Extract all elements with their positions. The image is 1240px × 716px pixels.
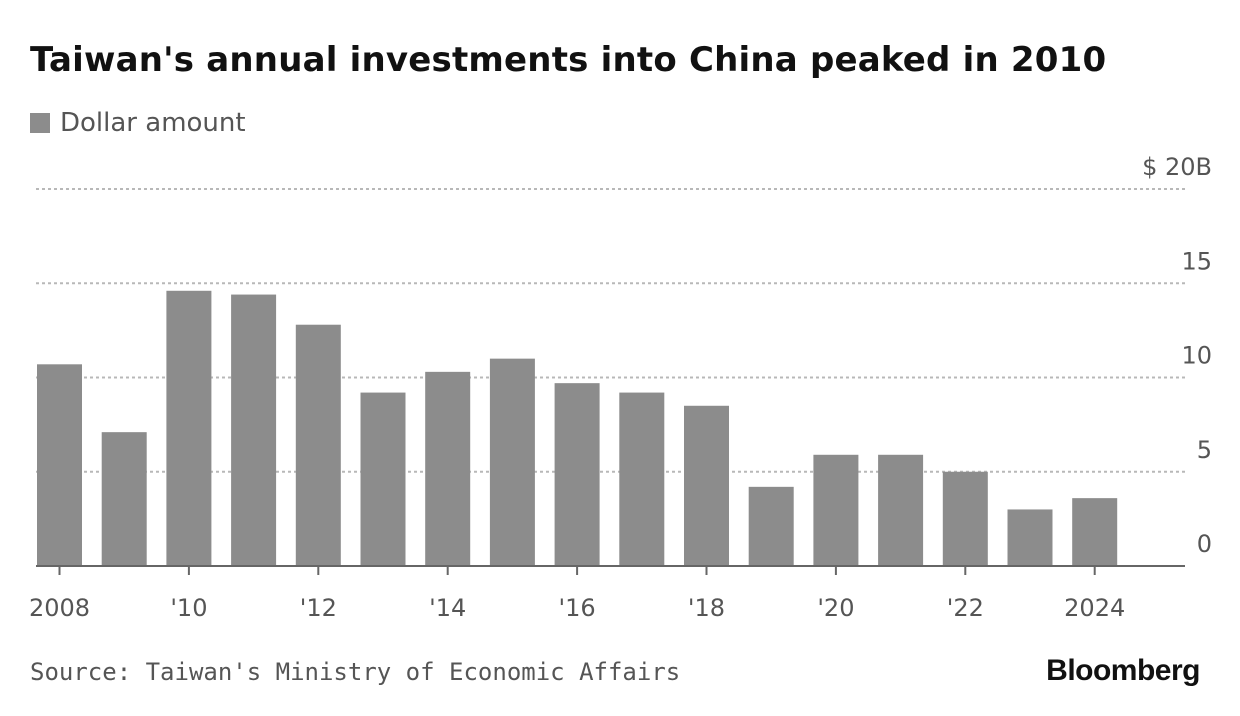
- x-tick-label: '18: [688, 594, 725, 622]
- bar: [1007, 509, 1053, 566]
- bar: [489, 358, 535, 566]
- brand-logo: Bloomberg: [1046, 654, 1200, 687]
- bar: [101, 432, 147, 566]
- bar: [684, 405, 729, 566]
- y-tick-label: 0: [1197, 530, 1212, 558]
- bar: [813, 454, 859, 566]
- legend-swatch: [30, 113, 50, 133]
- y-tick-label: 10: [1181, 342, 1212, 370]
- bar: [231, 294, 277, 566]
- x-tick-label: '20: [817, 594, 854, 622]
- bar: [619, 392, 665, 566]
- y-tick-label: 15: [1181, 247, 1212, 275]
- bar: [748, 486, 794, 566]
- x-tick-label: '16: [559, 594, 596, 622]
- bar: [166, 290, 212, 566]
- bar: [554, 383, 600, 566]
- chart-title: Taiwan's annual investments into China p…: [30, 40, 1107, 80]
- x-tick-label: 2024: [1064, 594, 1125, 622]
- bar: [425, 371, 471, 566]
- x-tick-label: '14: [429, 594, 466, 622]
- bar: [878, 454, 924, 566]
- bar: [295, 324, 341, 566]
- source-note: Source: Taiwan's Ministry of Economic Af…: [30, 658, 681, 686]
- bar: [37, 364, 82, 566]
- x-tick-label: 2008: [29, 594, 90, 622]
- bar: [360, 392, 406, 566]
- x-tick-label: '22: [947, 594, 984, 622]
- legend-label: Dollar amount: [60, 108, 246, 138]
- bar: [942, 471, 988, 566]
- x-tick-label: '12: [300, 594, 337, 622]
- x-tick-label: '10: [170, 594, 207, 622]
- y-tick-label: $ 20B: [1142, 153, 1212, 181]
- legend: Dollar amount: [30, 108, 246, 138]
- bar: [1072, 498, 1118, 566]
- y-tick-label: 5: [1197, 436, 1212, 464]
